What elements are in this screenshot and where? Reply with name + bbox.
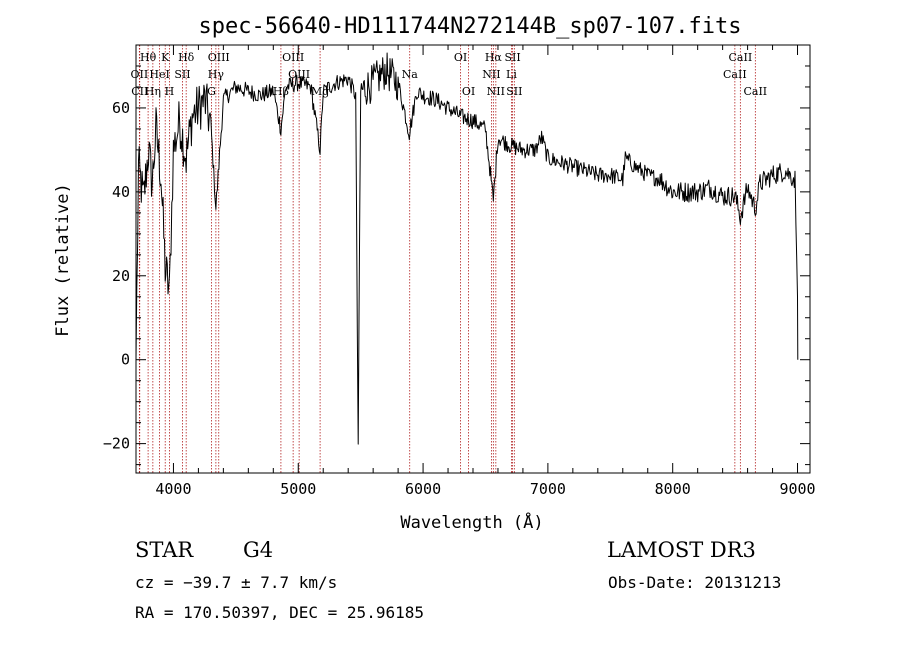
- line-label: CaII: [729, 51, 753, 64]
- line-label: Hθ: [140, 51, 157, 64]
- line-label: SII: [506, 85, 522, 98]
- line-label: SII: [504, 51, 520, 64]
- axes: 4000 5000 6000 7000 8000 9000 −20 0 20 40 60: [103, 44, 816, 498]
- line-label: Hδ: [178, 51, 195, 64]
- line-label: Hα: [485, 51, 503, 64]
- x-tick-label: 6000: [405, 480, 441, 498]
- x-tick-label: 5000: [280, 480, 316, 498]
- object-subclass: G4: [243, 538, 274, 562]
- line-label: CII: [131, 85, 148, 98]
- chart-title: spec-56640-HD111744N272144B_sp07-107.fit…: [198, 14, 741, 39]
- survey-name: LAMOST DR3: [607, 538, 756, 562]
- y-tick-label: 40: [112, 183, 130, 201]
- line-label: CaII: [723, 68, 747, 81]
- object-class: STAR: [135, 538, 194, 562]
- x-tick-label: 9000: [779, 480, 815, 498]
- line-label: OII: [131, 68, 149, 81]
- line-label: Li: [506, 68, 517, 81]
- line-label: NII: [482, 68, 500, 81]
- line-label: OI: [462, 85, 475, 98]
- line-label: K: [161, 51, 170, 64]
- y-tick-label: 60: [112, 99, 130, 117]
- line-label: Na: [402, 68, 419, 81]
- line-label: Hη: [145, 85, 161, 98]
- plot-frame: [135, 44, 811, 474]
- x-tick-label: 8000: [655, 480, 691, 498]
- line-label: OIII: [288, 68, 310, 81]
- line-label: OIII: [208, 51, 230, 64]
- line-label: Hβ: [273, 85, 289, 98]
- line-markers: [138, 45, 756, 473]
- y-tick-label: 20: [112, 267, 130, 285]
- y-tick-label: −20: [103, 435, 130, 453]
- x-tick-label: 7000: [530, 480, 566, 498]
- x-tick-label: 4000: [155, 480, 191, 498]
- line-label: Mg: [311, 85, 329, 98]
- y-axis-label: Flux (relative): [53, 183, 73, 337]
- line-label: OIII: [282, 51, 304, 64]
- line-label: H: [165, 85, 175, 98]
- x-axis-label: Wavelength (Å): [400, 511, 543, 533]
- y-tick-label: 0: [121, 351, 130, 369]
- line-label: G: [207, 85, 216, 98]
- redshift-velocity: cz = −39.7 ± 7.7 km/s: [135, 573, 338, 592]
- line-label: Hγ: [208, 68, 225, 81]
- line-label: CaII: [743, 85, 767, 98]
- line-label: OI: [454, 51, 467, 64]
- line-label: HeI: [149, 68, 169, 81]
- line-label: NII: [487, 85, 505, 98]
- ra-dec-coordinates: RA = 170.50397, DEC = 25.96185: [135, 603, 424, 622]
- line-label: SII: [174, 68, 190, 81]
- observation-date: Obs-Date: 20131213: [608, 573, 782, 592]
- spectrum-line: [135, 52, 799, 445]
